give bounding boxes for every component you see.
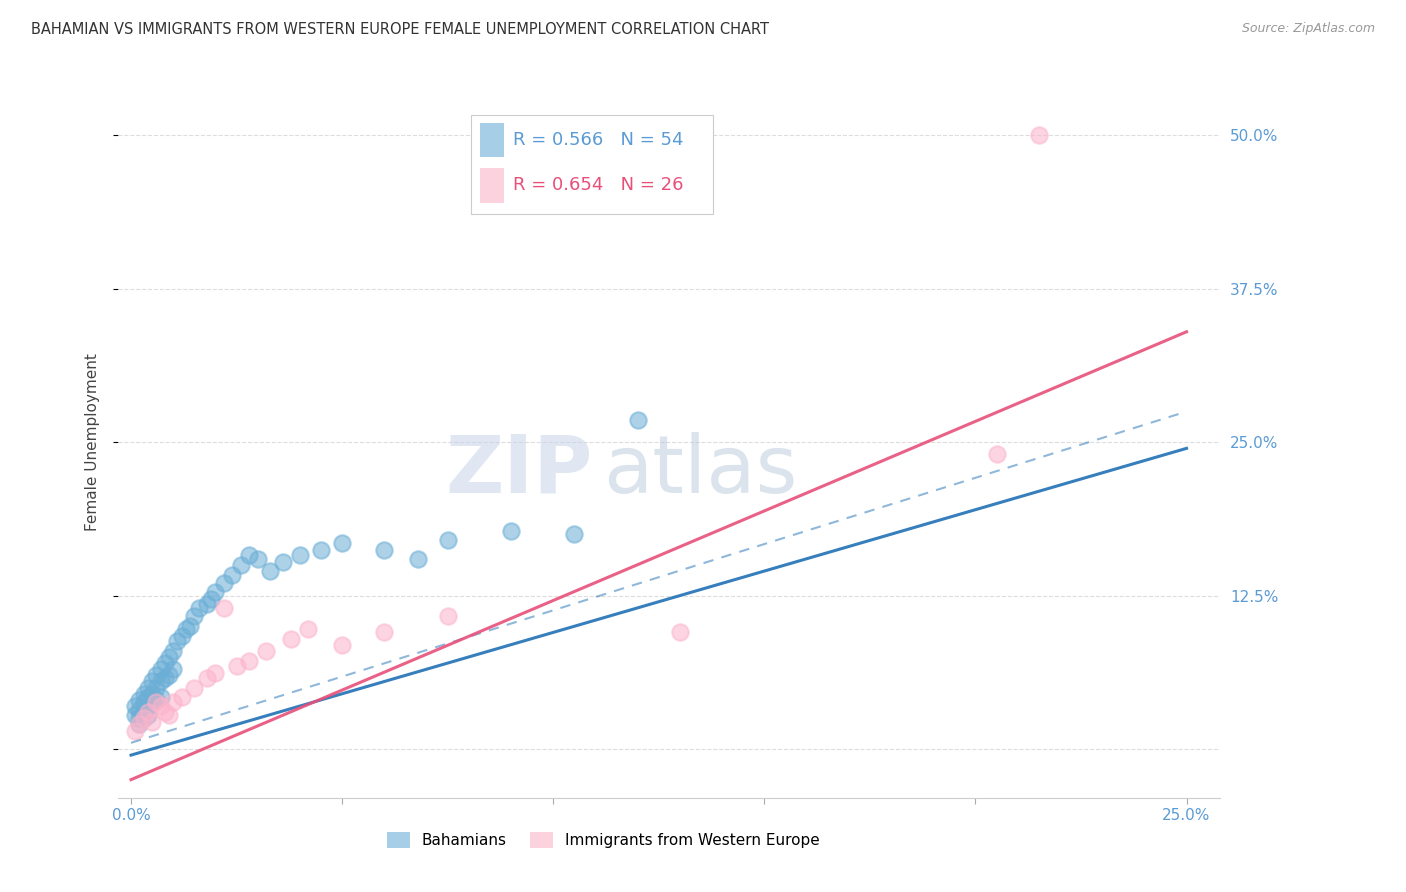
- Point: [149, 674, 172, 689]
- Point: [200, 592, 222, 607]
- Point: [170, 690, 193, 705]
- Point: [309, 543, 332, 558]
- Point: [136, 690, 159, 705]
- Point: [627, 413, 650, 427]
- Point: [204, 585, 226, 599]
- Point: [499, 524, 522, 538]
- Point: [297, 622, 319, 636]
- Point: [132, 687, 155, 701]
- Point: [330, 536, 353, 550]
- Point: [212, 600, 235, 615]
- Point: [187, 600, 209, 615]
- Point: [128, 693, 150, 707]
- Point: [141, 695, 163, 709]
- Point: [259, 564, 281, 578]
- Point: [280, 632, 302, 646]
- Point: [238, 548, 260, 562]
- Point: [149, 699, 172, 714]
- Point: [373, 543, 395, 558]
- Text: R = 0.566   N = 54: R = 0.566 N = 54: [513, 130, 683, 149]
- Point: [195, 671, 218, 685]
- Point: [221, 567, 243, 582]
- Point: [157, 707, 180, 722]
- Point: [179, 619, 201, 633]
- Point: [254, 644, 277, 658]
- Text: R = 0.654   N = 26: R = 0.654 N = 26: [513, 177, 683, 194]
- Point: [183, 681, 205, 695]
- Text: ZIP: ZIP: [444, 432, 592, 509]
- Point: [124, 723, 146, 738]
- Point: [153, 671, 176, 685]
- Point: [124, 707, 146, 722]
- Text: Source: ZipAtlas.com: Source: ZipAtlas.com: [1241, 22, 1375, 36]
- Point: [562, 527, 585, 541]
- Point: [153, 705, 176, 719]
- Point: [174, 622, 197, 636]
- Point: [145, 668, 167, 682]
- Point: [136, 681, 159, 695]
- Point: [373, 625, 395, 640]
- Point: [436, 609, 458, 624]
- Point: [669, 625, 692, 640]
- Point: [128, 717, 150, 731]
- Point: [246, 551, 269, 566]
- Point: [195, 597, 218, 611]
- Y-axis label: Female Unemployment: Female Unemployment: [86, 353, 100, 531]
- Point: [132, 695, 155, 709]
- Point: [162, 695, 184, 709]
- Point: [132, 711, 155, 725]
- Point: [141, 714, 163, 729]
- Point: [128, 717, 150, 731]
- Point: [141, 687, 163, 701]
- Point: [166, 634, 188, 648]
- Point: [145, 693, 167, 707]
- Point: [225, 658, 247, 673]
- Point: [986, 448, 1008, 462]
- Point: [136, 707, 159, 722]
- Point: [136, 699, 159, 714]
- Point: [157, 649, 180, 664]
- Point: [124, 699, 146, 714]
- Point: [1028, 128, 1050, 143]
- Point: [204, 665, 226, 680]
- Text: BAHAMIAN VS IMMIGRANTS FROM WESTERN EUROPE FEMALE UNEMPLOYMENT CORRELATION CHART: BAHAMIAN VS IMMIGRANTS FROM WESTERN EURO…: [31, 22, 769, 37]
- Text: atlas: atlas: [603, 432, 797, 509]
- Point: [330, 638, 353, 652]
- Point: [288, 548, 311, 562]
- Point: [170, 629, 193, 643]
- Point: [271, 556, 294, 570]
- Point: [128, 711, 150, 725]
- Point: [157, 668, 180, 682]
- Point: [128, 703, 150, 717]
- Point: [149, 690, 172, 705]
- Point: [212, 576, 235, 591]
- Point: [406, 551, 429, 566]
- Point: [162, 662, 184, 676]
- Point: [141, 674, 163, 689]
- Point: [183, 609, 205, 624]
- Point: [153, 656, 176, 670]
- Point: [162, 644, 184, 658]
- Point: [149, 662, 172, 676]
- Legend: Bahamians, Immigrants from Western Europe: Bahamians, Immigrants from Western Europ…: [381, 826, 825, 855]
- Point: [238, 654, 260, 668]
- Point: [436, 533, 458, 548]
- Point: [132, 711, 155, 725]
- Point: [136, 705, 159, 719]
- Point: [132, 705, 155, 719]
- Point: [145, 681, 167, 695]
- Point: [145, 695, 167, 709]
- Point: [229, 558, 252, 572]
